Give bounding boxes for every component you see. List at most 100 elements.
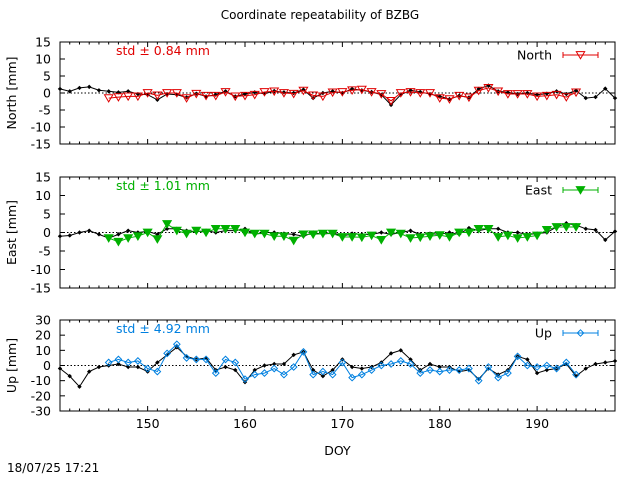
east-solution-point [171,226,182,236]
north-reference-point [603,86,608,91]
up-solution-point [533,363,542,371]
up-solution-point [133,357,142,365]
north-solution-point [570,88,582,98]
east-solution-point [454,228,465,238]
east-solution-point [230,224,241,234]
east-solution-point [347,233,358,242]
up-solution-point [318,367,327,376]
east-solution-point [376,236,387,245]
north-solution-point [551,90,562,100]
up-reference-point [77,384,82,389]
north-solution-point [415,89,426,98]
east-ytick-label: 15 [35,170,51,185]
up-ytick-label: 30 [35,313,51,328]
up-solution-point [124,358,133,367]
east-solution-point [152,235,163,244]
east-reference-point [291,232,296,237]
up-reference-point [87,369,92,374]
north-std-label: std ± 0.84 mm [116,43,210,58]
up-reference-point [359,366,365,371]
east-solution-point [249,229,260,239]
north-solution-point [434,94,445,103]
up-reference-point [96,364,102,370]
east-solution-point [327,229,338,239]
east-solution-point [385,228,397,238]
north-solution-point [269,87,280,97]
up-solution-point [435,367,444,376]
east-solution-point [259,229,270,239]
north-solution-point [327,88,338,98]
up-solution-point [572,370,580,379]
east-solution-point [113,237,124,247]
east-solution-point [405,234,416,243]
up-solution-point [503,369,512,377]
up-solution-point [523,361,532,370]
north-reference-point [57,86,63,92]
east-solution-point [434,231,445,240]
north-solution-point [239,91,251,101]
east-solution-point [473,224,484,234]
up-reference-point [349,364,355,370]
up-reference-point [525,357,530,362]
up-solution-point [542,361,551,370]
east-solution-point [269,232,280,241]
east-solution-point [239,228,251,238]
north-solution-point [288,89,299,99]
up-reference-point [252,367,257,373]
east-reference-point [408,228,413,233]
up-solution-point [250,370,259,379]
north-solution-point [191,89,202,99]
up-legend-label: Up [535,326,552,341]
north-solution-point [522,90,533,99]
east-ytick-label: -15 [31,281,51,296]
north-legend-marker [575,51,586,60]
up-y-axis-label: Up [mm] [4,338,19,393]
up-solution-point [406,360,415,368]
up-solution-point [357,370,366,379]
north-reference-point [534,92,540,97]
east-reference-point [603,237,608,243]
east-std-label: std ± 1.01 mm [116,178,210,193]
up-reference-point [612,358,618,364]
east-solution-point [493,233,504,242]
east-solution-point [162,220,173,229]
east-solution-point [541,226,552,235]
north-reference-point [583,95,588,101]
east-reference-point [116,232,121,237]
up-solution-point [211,369,220,377]
north-y-axis-label: North [mm] [4,56,19,129]
north-reference-point [486,83,491,88]
north-solution-point [171,89,182,98]
x-axis-label: DOY [324,443,351,458]
north-solution-point [561,93,572,102]
east-reference-point [164,226,170,231]
up-solution-point [416,369,425,377]
north-reference-point [184,95,189,100]
up-xtick-label: 150 [136,416,160,431]
north-solution-point [298,86,309,96]
east-solution-point [395,229,406,239]
up-solution-point [474,376,483,385]
up-xtick-label: 190 [525,416,549,431]
east-solution-point [220,224,231,234]
north-ytick-label: 0 [43,86,51,101]
up-reference-point [398,348,403,353]
east-legend-marker [575,186,586,195]
east-solution-point [570,223,582,232]
up-legend-marker [576,329,585,337]
up-ytick-label: 0 [43,358,51,373]
east-reference-point [379,230,384,235]
north-solution-point [249,90,260,100]
north-solution-point [210,91,221,101]
timestamp-footer: 18/07/25 17:21 [7,461,100,475]
up-reference-point [155,360,160,365]
up-reference-point [223,364,228,370]
north-reference-point [87,84,92,90]
east-solution-point [483,224,494,234]
up-reference-point [583,366,588,371]
east-ytick-label: 0 [43,225,51,240]
east-solution-point [424,232,436,241]
north-solution-point [103,94,114,103]
east-ytick-label: -10 [31,262,51,277]
north-solution-point [463,93,475,103]
